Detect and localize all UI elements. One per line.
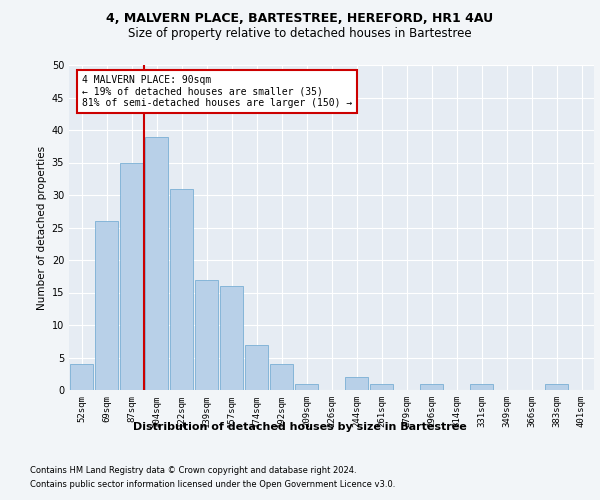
Text: 4 MALVERN PLACE: 90sqm
← 19% of detached houses are smaller (35)
81% of semi-det: 4 MALVERN PLACE: 90sqm ← 19% of detached…: [82, 74, 352, 108]
Text: 4, MALVERN PLACE, BARTESTREE, HEREFORD, HR1 4AU: 4, MALVERN PLACE, BARTESTREE, HEREFORD, …: [106, 12, 494, 26]
Y-axis label: Number of detached properties: Number of detached properties: [37, 146, 47, 310]
Text: Size of property relative to detached houses in Bartestree: Size of property relative to detached ho…: [128, 28, 472, 40]
Bar: [420, 384, 443, 390]
Bar: [295, 384, 318, 390]
Bar: [145, 136, 168, 390]
Bar: [220, 286, 243, 390]
Bar: [345, 377, 368, 390]
Bar: [470, 384, 493, 390]
Bar: [245, 344, 268, 390]
Text: Contains public sector information licensed under the Open Government Licence v3: Contains public sector information licen…: [30, 480, 395, 489]
Bar: [545, 384, 568, 390]
Text: Distribution of detached houses by size in Bartestree: Distribution of detached houses by size …: [133, 422, 467, 432]
Bar: [170, 188, 193, 390]
Bar: [120, 162, 143, 390]
Bar: [195, 280, 218, 390]
Text: Contains HM Land Registry data © Crown copyright and database right 2024.: Contains HM Land Registry data © Crown c…: [30, 466, 356, 475]
Bar: [370, 384, 393, 390]
Bar: [95, 221, 118, 390]
Bar: [70, 364, 93, 390]
Bar: [270, 364, 293, 390]
